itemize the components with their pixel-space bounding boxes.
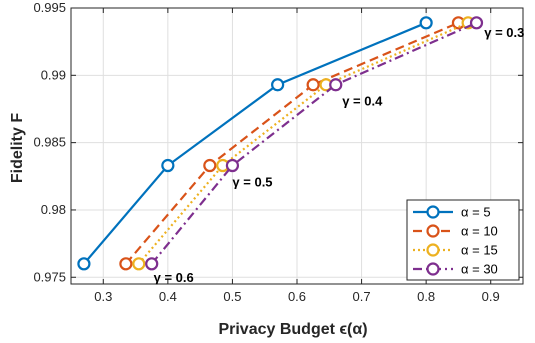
x-axis-label: Privacy Budget ϵ(α) xyxy=(218,321,367,338)
y-tick-label: 0.975 xyxy=(33,269,66,284)
legend-box xyxy=(406,199,520,281)
data-point xyxy=(469,16,484,30)
legend-entry: α = 15 xyxy=(413,243,498,258)
x-tick-label: 0.6 xyxy=(288,289,306,304)
series-4 xyxy=(145,16,484,271)
series-line xyxy=(150,21,477,265)
gamma-annotation: γ = 0.6 xyxy=(154,270,194,285)
legend: α = 5 α = 10 α = 15 α = 30 xyxy=(406,199,520,281)
x-tick-label: 0.4 xyxy=(159,289,177,304)
data-point xyxy=(119,257,133,271)
series-lines xyxy=(77,16,484,271)
data-point xyxy=(132,257,146,271)
gamma-annotation: γ = 0.5 xyxy=(232,174,272,189)
x-tick-label: 0.5 xyxy=(223,289,241,304)
legend-entry: α = 30 xyxy=(413,262,498,277)
series-2 xyxy=(119,16,466,271)
y-tick-label: 0.985 xyxy=(33,135,66,150)
data-point xyxy=(419,16,433,30)
data-point xyxy=(145,257,159,271)
data-point xyxy=(77,257,91,271)
legend-marker xyxy=(426,262,440,276)
data-point xyxy=(271,78,285,92)
legend-label: α = 10 xyxy=(461,224,498,239)
legend-marker xyxy=(426,243,440,257)
y-tick-label: 0.995 xyxy=(33,0,66,15)
legend-entry: α = 5 xyxy=(413,205,491,220)
y-axis-label: Fidelity F xyxy=(9,113,26,183)
grid xyxy=(71,7,523,284)
series-1 xyxy=(77,16,433,271)
axes: 0.3 0.4 0.5 0.6 0.7 0.8 0.9 0.975 0.98 0.985 0.99 0… xyxy=(33,0,524,304)
x-tick-label: 0.8 xyxy=(417,289,435,304)
gamma-annotation: γ = 0.4 xyxy=(342,94,383,109)
legend-label: α = 5 xyxy=(461,205,491,220)
x-tick-label: 0.3 xyxy=(94,289,112,304)
series-line xyxy=(83,21,427,265)
legend-label: α = 30 xyxy=(461,262,498,277)
data-point xyxy=(225,158,240,173)
annotations: γ = 0.3 γ = 0.4 γ = 0.5 γ = 0.6 xyxy=(154,25,525,285)
data-point xyxy=(329,78,343,92)
x-tick-label: 0.7 xyxy=(353,289,371,304)
legend-label: α = 15 xyxy=(461,243,498,258)
y-tick-label: 0.98 xyxy=(41,202,66,217)
legend-marker xyxy=(426,224,440,238)
data-point xyxy=(203,158,217,173)
data-point xyxy=(306,78,320,92)
legend-marker xyxy=(426,205,440,219)
gamma-annotation: γ = 0.3 xyxy=(484,25,524,40)
y-tick-label: 0.99 xyxy=(41,67,66,82)
legend-entry: α = 10 xyxy=(413,224,498,239)
series-line xyxy=(125,21,459,265)
data-point xyxy=(161,158,175,173)
x-tick-label: 0.9 xyxy=(482,289,500,304)
series-3 xyxy=(132,16,475,271)
